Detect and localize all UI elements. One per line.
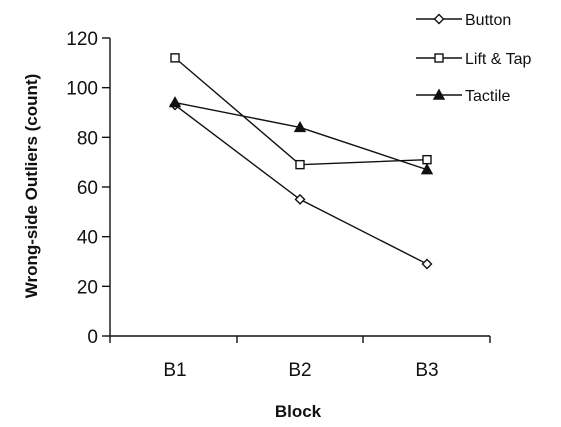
y-tick-label: 100: [66, 79, 98, 100]
legend-marker-tactile: [432, 88, 446, 100]
y-axis-title: Wrong-side Outliers (count): [22, 74, 41, 298]
series-line-tactile: [174, 101, 428, 171]
y-axis: 0 20 40 60 80 100 120: [66, 29, 111, 348]
data-point-lift-tap-b3: [422, 154, 432, 165]
y-tick-label: 20: [77, 277, 98, 298]
x-axis-title: Block: [275, 402, 322, 421]
series-layer: [168, 53, 434, 270]
data-point-button-b2: [294, 193, 306, 205]
x-tick-label-b1: B1: [163, 360, 186, 381]
legend-item-tactile: Tactile: [416, 88, 510, 105]
series-line-lift-tap: [174, 57, 428, 166]
legend-item-button: Button: [416, 12, 511, 29]
legend: Button Lift & Tap Tactile: [416, 12, 532, 105]
legend-marker-button: [433, 13, 445, 25]
legend-label-lift-tap: Lift & Tap: [465, 51, 532, 68]
data-point-lift-tap-b2: [295, 159, 305, 170]
y-tick-label: 120: [66, 29, 98, 50]
data-point-lift-tap-b1: [170, 53, 180, 63]
data-point-button-b3: [421, 258, 433, 270]
series-tactile: [168, 96, 434, 175]
legend-label-tactile: Tactile: [465, 88, 510, 105]
y-tick-label: 0: [87, 327, 98, 348]
legend-item-lift-tap: Lift & Tap: [416, 51, 532, 68]
legend-label-button: Button: [465, 12, 511, 29]
series-lift-tap: [170, 53, 432, 170]
data-point-tactile-b1: [168, 96, 182, 108]
x-tick-label-b3: B3: [415, 360, 438, 381]
y-tick-label: 80: [77, 128, 98, 149]
data-point-tactile-b3: [420, 163, 434, 175]
data-point-tactile-b2: [293, 120, 307, 133]
x-axis: B1 B2 B3: [109, 335, 491, 381]
legend-marker-lift-tap: [434, 53, 444, 63]
y-tick-label: 40: [77, 228, 98, 249]
x-tick-label-b2: B2: [288, 360, 311, 381]
y-tick-label: 60: [77, 178, 98, 199]
